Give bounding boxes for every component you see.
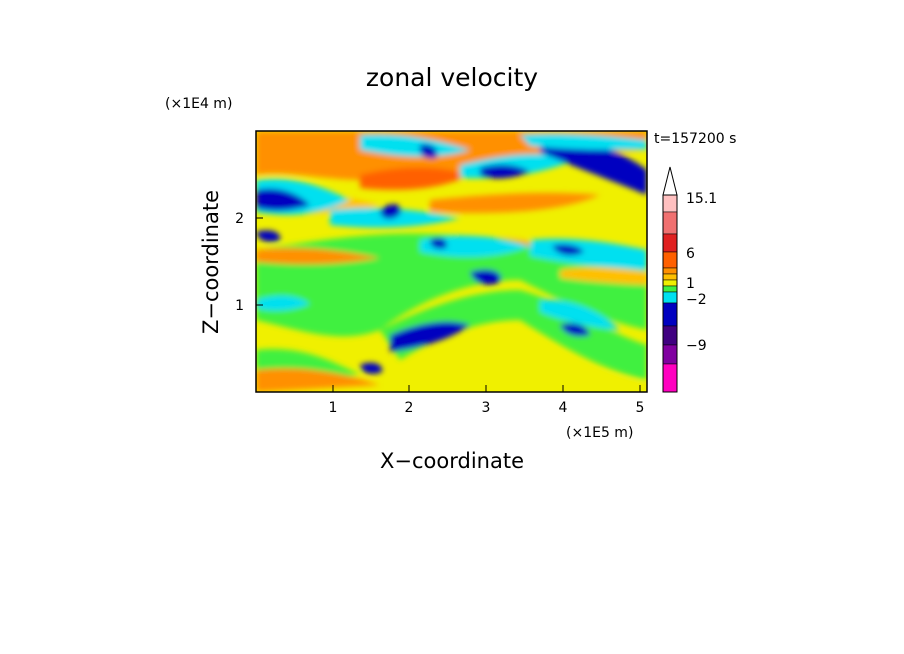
y-unit-label: (×1E4 m) xyxy=(165,96,232,112)
y-tick-1: 1 xyxy=(235,298,244,314)
colorbar-swatch xyxy=(662,285,678,293)
colorbar-swatch xyxy=(662,233,678,253)
chart-title: zonal velocity xyxy=(366,63,538,92)
x-tick-1: 1 xyxy=(329,400,338,416)
colorbar-level-minus-9: −9 xyxy=(686,338,707,354)
x-axis-label: X−coordinate xyxy=(380,449,524,473)
time-label: t=157200 s xyxy=(654,131,736,147)
x-unit-label: (×1E5 m) xyxy=(566,425,633,441)
colorbar-swatch xyxy=(662,325,678,346)
colorbar-level-15-1: 15.1 xyxy=(686,191,717,207)
colorbar-swatch xyxy=(662,279,678,287)
x-tick-3: 3 xyxy=(482,400,491,416)
colorbar-swatch xyxy=(662,291,678,304)
x-axis-ticks xyxy=(256,217,641,392)
x-tick-2: 2 xyxy=(405,400,414,416)
colorbar-swatch xyxy=(662,251,678,269)
colorbar-swatch xyxy=(662,273,678,281)
colorbar xyxy=(662,194,678,393)
colorbar-swatch xyxy=(662,302,678,327)
colorbar-level-6: 6 xyxy=(686,246,695,262)
colorbar-level-1: 1 xyxy=(686,276,695,292)
x-tick-5: 5 xyxy=(636,400,645,416)
colorbar-swatch xyxy=(662,194,678,213)
y-tick-2: 2 xyxy=(235,211,244,227)
contour-field xyxy=(256,131,647,392)
colorbar-swatch xyxy=(662,363,678,393)
colorbar-swatch xyxy=(662,267,678,275)
x-tick-4: 4 xyxy=(559,400,568,416)
colorbar-swatch xyxy=(662,211,678,235)
colorbar-swatch xyxy=(662,344,678,365)
colorbar-level-minus-2: −2 xyxy=(686,292,707,308)
plot-frame xyxy=(255,130,648,393)
y-axis-label: Z−coordinate xyxy=(199,190,223,334)
colorbar-extend-arrow xyxy=(662,166,678,196)
